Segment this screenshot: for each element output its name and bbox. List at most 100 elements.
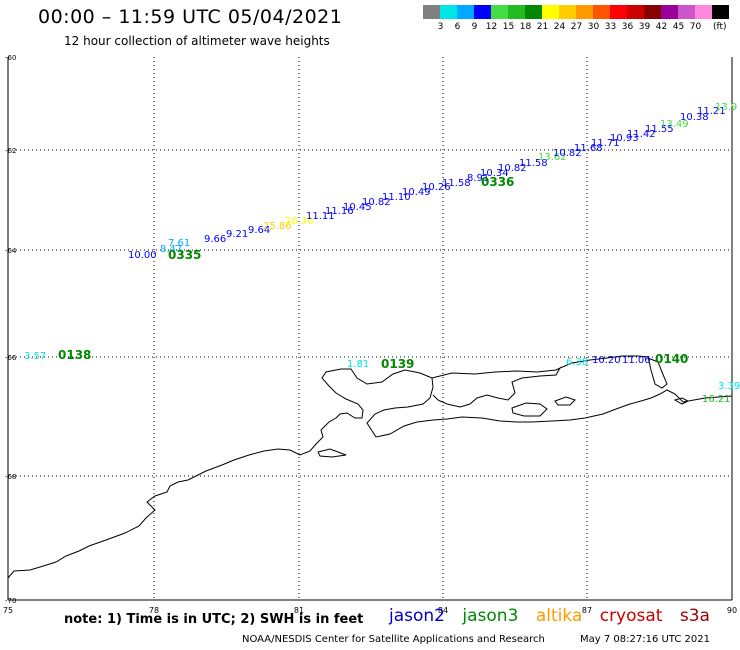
wave-height-label: 10.82 bbox=[362, 197, 391, 208]
satellite-s3a: s3a bbox=[679, 606, 710, 626]
island bbox=[554, 396, 576, 406]
wave-height-label: 10.00 bbox=[128, 250, 157, 261]
scale-label: 15 bbox=[502, 22, 515, 32]
wave-height-label: 11.06 bbox=[622, 355, 651, 366]
wave-height-label: 11.58 bbox=[519, 158, 548, 169]
wave-height-label: 11.55 bbox=[645, 124, 674, 135]
wave-height-label: 10.38 bbox=[680, 112, 709, 123]
wave-height-label: 11.42 bbox=[627, 129, 656, 140]
scale-swatch bbox=[559, 5, 576, 19]
scale-label: 39 bbox=[638, 22, 651, 32]
wave-height-label: 3.39 bbox=[718, 381, 740, 392]
scale-label: 36 bbox=[621, 22, 634, 32]
scale-swatch bbox=[593, 5, 610, 19]
scale-swatch bbox=[423, 5, 440, 19]
pass-time-label: 0335 bbox=[168, 248, 201, 262]
wave-height-label: 25.86 bbox=[263, 221, 292, 232]
wave-height-label: 8.91 bbox=[467, 173, 489, 184]
scale-swatch bbox=[661, 5, 678, 19]
coastline-inlet bbox=[431, 366, 562, 408]
coastline-shelf-inner bbox=[559, 355, 668, 389]
satellite-jason3: jason3 bbox=[462, 606, 519, 626]
scale-swatch bbox=[491, 5, 508, 19]
scale-swatch bbox=[508, 5, 525, 19]
wave-height-label: 13.49 bbox=[660, 119, 689, 130]
wave-height-label: 9.64 bbox=[248, 225, 270, 236]
island bbox=[673, 397, 690, 405]
pass-time-labels: 0335 0336 0138 0139 0140 bbox=[58, 175, 688, 371]
coastline bbox=[7, 368, 733, 579]
wave-height-label: 11.58 bbox=[442, 178, 471, 189]
scale-swatch bbox=[440, 5, 457, 19]
longitude-tick-label: 75 bbox=[3, 606, 13, 615]
longitude-tick-label: 81 bbox=[294, 606, 304, 615]
wave-height-label: 11.11 bbox=[306, 211, 335, 222]
scale-swatch bbox=[610, 5, 627, 19]
scale-label: 45 bbox=[672, 22, 685, 32]
scale-swatch bbox=[457, 5, 474, 19]
wave-height-label: 9.21 bbox=[226, 229, 248, 240]
wave-height-label: 7.61 bbox=[168, 238, 190, 249]
wave-height-label: 16.21 bbox=[702, 394, 731, 405]
scale-swatch bbox=[474, 5, 491, 19]
pass-time-label: 0336 bbox=[481, 175, 514, 189]
generation-timestamp: May 7 08:27:16 UTC 2021 bbox=[580, 634, 710, 645]
scale-label: 18 bbox=[519, 22, 532, 32]
scale-label: 33 bbox=[604, 22, 617, 32]
wave-height-label: 11.21 bbox=[697, 106, 726, 117]
wave-height-label: 11.68 bbox=[574, 143, 603, 154]
scale-swatch bbox=[712, 5, 729, 19]
wave-height-label: 10.82 bbox=[498, 163, 527, 174]
island bbox=[511, 402, 548, 417]
scale-label: 3 bbox=[437, 22, 444, 32]
wave-height-label: 11.71 bbox=[591, 138, 620, 149]
scale-label: 30 bbox=[587, 22, 600, 32]
scale-label: 24 bbox=[553, 22, 566, 32]
scale-swatch bbox=[695, 5, 712, 19]
island bbox=[317, 448, 347, 458]
wave-height-label: 3.57 bbox=[24, 351, 46, 362]
wave-height-label: 10.82 bbox=[553, 148, 582, 159]
map-title: 00:00 – 11:59 UTC 05/04/2021 bbox=[38, 6, 343, 28]
wave-height-label: 10.45 bbox=[343, 202, 372, 213]
wave-height-label: 10.34 bbox=[480, 168, 509, 179]
longitude-tick-label: 78 bbox=[149, 606, 159, 615]
scale-label: 9 bbox=[471, 22, 478, 32]
map-subtitle: 12 hour collection of altimeter wave hei… bbox=[64, 34, 330, 48]
pass-time-label: 0138 bbox=[58, 348, 91, 362]
wave-height-label: 26.36 bbox=[285, 216, 314, 227]
scale-swatch bbox=[576, 5, 593, 19]
scale-swatch bbox=[542, 5, 559, 19]
scale-label: 21 bbox=[536, 22, 549, 32]
wave-height-label: 1.81 bbox=[347, 359, 369, 370]
wave-height-label: 10.93 bbox=[610, 133, 639, 144]
latitude-tick-label: -68 bbox=[5, 473, 16, 481]
scale-unit: (ft) bbox=[713, 22, 727, 32]
latitude-tick-label: -64 bbox=[5, 247, 17, 255]
latitude-tick-label: -60 bbox=[5, 54, 16, 62]
satellite-jason2: jason2 bbox=[389, 606, 445, 626]
wave-height-label: 10.26 bbox=[422, 182, 451, 193]
wave-height-label: 11.16 bbox=[325, 206, 354, 217]
latitude-tick-label: -66 bbox=[5, 354, 17, 362]
scale-swatch bbox=[678, 5, 695, 19]
latitude-tick-label: -70 bbox=[5, 597, 16, 605]
wave-height-label: 10.49 bbox=[402, 187, 431, 198]
longitude-tick-label: 87 bbox=[582, 606, 592, 615]
scale-label: 42 bbox=[655, 22, 668, 32]
scale-swatch bbox=[525, 5, 542, 19]
credit-line: NOAA/NESDIS Center for Satellite Applica… bbox=[242, 634, 545, 645]
wave-height-label: 8.47 bbox=[160, 244, 182, 255]
pass-time-label: 0140 bbox=[655, 352, 688, 366]
latitude-tick-label: -62 bbox=[5, 147, 16, 155]
wave-height-label: 9.66 bbox=[204, 234, 226, 245]
wave-height-label: 11.10 bbox=[382, 192, 411, 203]
wave-height-label: 13.9 bbox=[715, 102, 737, 113]
scale-swatch bbox=[627, 5, 644, 19]
scale-label: 70 bbox=[689, 22, 702, 32]
pass-time-label: 0139 bbox=[381, 357, 414, 371]
satellite-cryosat: cryosat bbox=[599, 606, 663, 626]
satellite-legend: jason2 jason3 altika cryosat s3a bbox=[389, 606, 722, 626]
map-frame bbox=[7, 57, 733, 601]
